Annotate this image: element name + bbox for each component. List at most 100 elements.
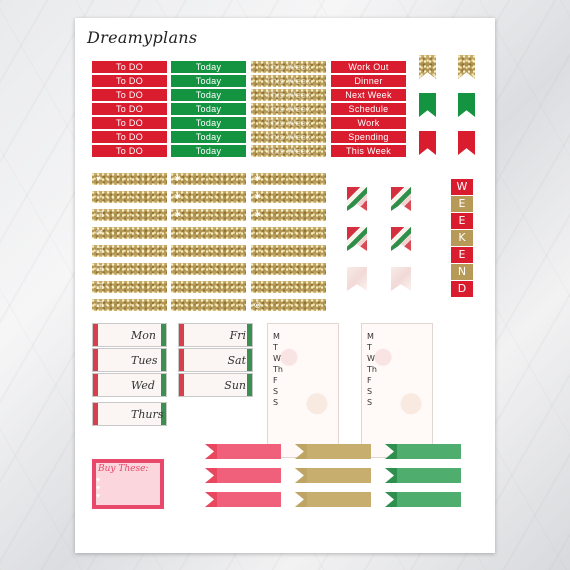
strip-icon: ☐: [96, 210, 104, 219]
strip-icon: ✉: [96, 228, 103, 237]
weekday-letter: F: [273, 376, 278, 385]
today-label: Today: [171, 117, 246, 129]
tab-sticker: [295, 444, 371, 459]
gold-label: This Week: [251, 61, 326, 73]
buy-these-box: Buy These: ♥ ♥ ♥: [92, 459, 164, 509]
strip-icon: ☐: [96, 264, 104, 273]
weekday-letter: T: [367, 343, 372, 352]
red-label: Schedule: [331, 103, 406, 115]
heart-icon: ♥: [96, 477, 101, 484]
star-icon: ✱: [174, 174, 181, 183]
weekday-letter: S: [367, 387, 373, 396]
gold-strip: ✱: [171, 209, 246, 221]
weekly-box-1: M T W Th F S S: [267, 323, 339, 458]
gold-strip: ✱: [251, 191, 326, 203]
day-name: Fri: [229, 329, 246, 342]
red-flag-2: [458, 131, 475, 155]
green-flag-1: [419, 93, 436, 117]
red-label: Dinner: [331, 75, 406, 87]
gold-strip: ☐: [92, 281, 167, 293]
sticker-sheet: Dreamyplans To DO To DO To DO To DO To DO To …: [75, 18, 495, 553]
day-label-sat: Sat: [178, 348, 253, 372]
gold-label: This Week: [251, 75, 326, 87]
buy-these-title: Buy These:: [98, 464, 149, 474]
tab-sticker: [385, 468, 461, 483]
weekday-letter: W: [273, 354, 281, 363]
weekday-letter: W: [367, 354, 375, 363]
strip-icon: ☐: [96, 246, 104, 255]
day-label-sun: Sun: [178, 373, 253, 397]
tab-sticker: [205, 444, 281, 459]
todo-label: To DO: [92, 103, 167, 115]
today-label: Today: [171, 89, 246, 101]
gold-strip: ✱: [171, 191, 246, 203]
green-flag-2: [458, 93, 475, 117]
day-label-mon: Mon: [92, 323, 167, 347]
todo-label: To DO: [92, 61, 167, 73]
brand-logo: Dreamyplans: [87, 28, 198, 47]
weekday-letter: T: [273, 343, 278, 352]
floral-flag: [347, 187, 367, 211]
day-label-wed: Wed: [92, 373, 167, 397]
today-label: Today: [171, 103, 246, 115]
weekend-letter: E: [451, 213, 473, 229]
strip-icon: ☐: [96, 300, 104, 309]
gold-flag-1: [419, 55, 436, 79]
gold-label: This Week: [251, 103, 326, 115]
gold-flag-2: [458, 55, 475, 79]
gold-strip: ♥: [92, 173, 167, 185]
weekday-letter: Th: [367, 365, 377, 374]
today-label: Today: [171, 131, 246, 143]
tab-sticker: [205, 468, 281, 483]
red-label: Next Week: [331, 89, 406, 101]
tab-sticker: [385, 444, 461, 459]
floral-flag-light: [391, 267, 411, 291]
strip-icon: ☐: [96, 282, 104, 291]
day-name: Wed: [131, 379, 155, 392]
weekend-letter: E: [451, 247, 473, 263]
gold-strip: [251, 227, 326, 239]
gold-strip: [251, 281, 326, 293]
gold-strip: [171, 281, 246, 293]
clock-icon: ◎: [254, 300, 261, 309]
gold-strip: ☐: [92, 299, 167, 311]
day-name: Sun: [224, 379, 246, 392]
gold-strip: ☐: [92, 245, 167, 257]
gold-strip: ✱: [251, 173, 326, 185]
star-icon: ✱: [254, 174, 261, 183]
today-label: Today: [171, 75, 246, 87]
weekday-letter: Th: [273, 365, 283, 374]
day-label-tues: Tues: [92, 348, 167, 372]
gold-strip: ☐: [92, 263, 167, 275]
gold-label: This Week: [251, 131, 326, 143]
strip-icon: ♥: [96, 174, 101, 183]
floral-flag: [391, 187, 411, 211]
todo-label: To DO: [92, 75, 167, 87]
day-name: Mon: [131, 329, 156, 342]
gold-strip: ✱: [251, 209, 326, 221]
gold-strip: [171, 299, 246, 311]
weekend-letter: D: [451, 281, 473, 297]
weekday-letter: F: [367, 376, 372, 385]
red-flag-1: [419, 131, 436, 155]
floral-flag: [347, 227, 367, 251]
red-label: This Week: [331, 145, 406, 157]
weekday-letter: S: [273, 387, 279, 396]
gold-strip: ☾: [92, 191, 167, 203]
gold-strip: [171, 227, 246, 239]
strip-icon: ☾: [96, 192, 104, 201]
gold-strip: [251, 263, 326, 275]
day-label-thurs: Thurs: [92, 402, 167, 426]
todo-label: To DO: [92, 145, 167, 157]
weekday-letter: S: [367, 398, 373, 407]
day-label-fri: Fri: [178, 323, 253, 347]
gold-strip: [251, 245, 326, 257]
today-label: Today: [171, 145, 246, 157]
star-icon: ✱: [174, 210, 181, 219]
floral-flag: [391, 227, 411, 251]
todo-label: To DO: [92, 131, 167, 143]
weekday-letter: S: [273, 398, 279, 407]
weekend-letter: N: [451, 264, 473, 280]
gold-strip: ◎: [251, 299, 326, 311]
star-icon: ✱: [174, 192, 181, 201]
